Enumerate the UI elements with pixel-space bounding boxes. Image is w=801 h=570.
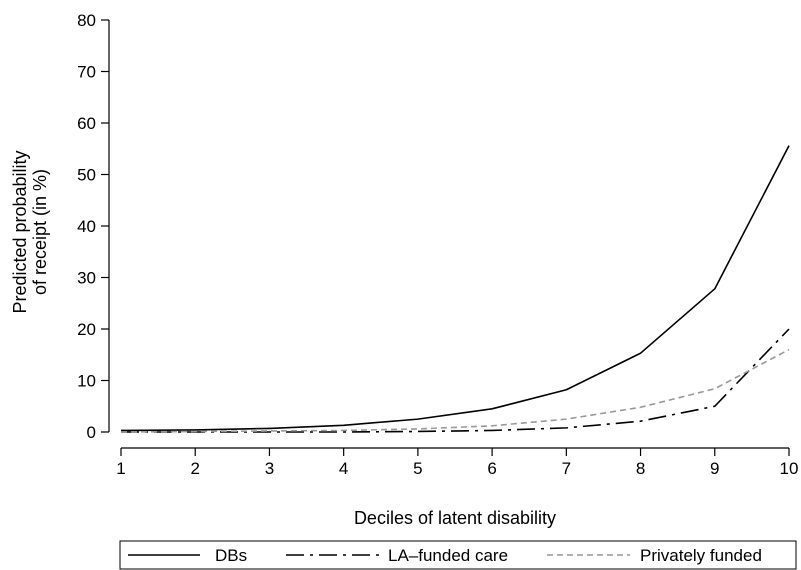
- legend-label-2: Privately funded: [640, 546, 762, 565]
- y-axis-label: Predicted probabilityof receipt (in %): [10, 150, 50, 313]
- y-tick-label: 60: [77, 114, 96, 133]
- x-axis-label: Deciles of latent disability: [354, 508, 556, 528]
- y-axis: 0 10 20 30 40 50 60 70 80: [77, 11, 110, 442]
- y-tick-label: 10: [77, 372, 96, 391]
- y-axis-label-line: Predicted probability: [10, 150, 30, 313]
- x-tick-label: 9: [710, 459, 719, 478]
- legend: DBs LA–funded care Privately funded: [119, 540, 797, 570]
- x-axis: 1 2 3 4 5 6 7 8 9 10: [116, 447, 799, 478]
- x-tick-label: 7: [562, 459, 571, 478]
- x-tick-label: 10: [780, 459, 799, 478]
- legend-box: [119, 540, 797, 570]
- series-lines: [120, 145, 790, 433]
- y-tick-label: 30: [77, 269, 96, 288]
- y-tick-label: 70: [77, 63, 96, 82]
- y-tick-label: 80: [77, 11, 96, 30]
- y-tick-label: 0: [87, 423, 96, 442]
- x-tick-label: 5: [413, 459, 422, 478]
- y-axis-label-line: of receipt (in %): [30, 169, 50, 295]
- x-tick-label: 4: [339, 459, 348, 478]
- legend-label-1: LA–funded care: [388, 546, 508, 565]
- legend-label-0: DBs: [215, 546, 247, 565]
- y-tick-label: 20: [77, 320, 96, 339]
- x-tick-label: 8: [636, 459, 645, 478]
- series-line-0: [120, 145, 790, 432]
- x-tick-label: 1: [116, 459, 125, 478]
- y-tick-label: 40: [77, 217, 96, 236]
- x-tick-label: 6: [487, 459, 496, 478]
- x-tick-label: 2: [190, 459, 199, 478]
- x-tick-label: 3: [265, 459, 274, 478]
- series-line-1: [121, 328, 790, 433]
- y-tick-label: 50: [77, 166, 96, 185]
- series-line-2: [120, 348, 790, 433]
